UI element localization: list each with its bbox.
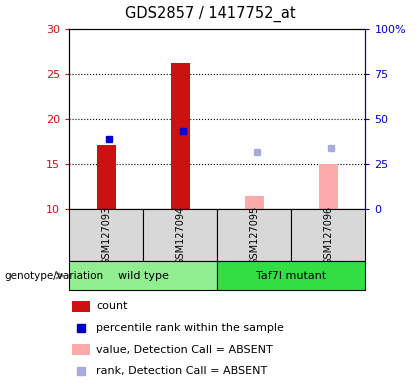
- Bar: [143, 209, 218, 261]
- Bar: [171, 63, 189, 209]
- Bar: [69, 261, 218, 290]
- Bar: [97, 145, 116, 209]
- Text: rank, Detection Call = ABSENT: rank, Detection Call = ABSENT: [96, 366, 268, 376]
- Bar: [218, 209, 291, 261]
- Bar: [73, 301, 90, 312]
- Text: Taf7l mutant: Taf7l mutant: [256, 270, 326, 281]
- Text: percentile rank within the sample: percentile rank within the sample: [96, 323, 284, 333]
- Bar: [245, 196, 264, 209]
- Text: wild type: wild type: [118, 270, 169, 281]
- Text: value, Detection Call = ABSENT: value, Detection Call = ABSENT: [96, 345, 273, 355]
- Bar: [69, 209, 143, 261]
- Bar: [319, 164, 338, 209]
- Bar: [218, 261, 365, 290]
- Text: count: count: [96, 301, 128, 311]
- Text: GSM127095: GSM127095: [249, 205, 260, 265]
- Text: GSM127093: GSM127093: [101, 206, 111, 265]
- Text: GSM127096: GSM127096: [323, 206, 333, 265]
- Bar: [291, 209, 365, 261]
- Bar: [73, 344, 90, 355]
- Text: GSM127094: GSM127094: [175, 206, 185, 265]
- Text: genotype/variation: genotype/variation: [4, 270, 103, 281]
- Text: GDS2857 / 1417752_at: GDS2857 / 1417752_at: [125, 5, 295, 22]
